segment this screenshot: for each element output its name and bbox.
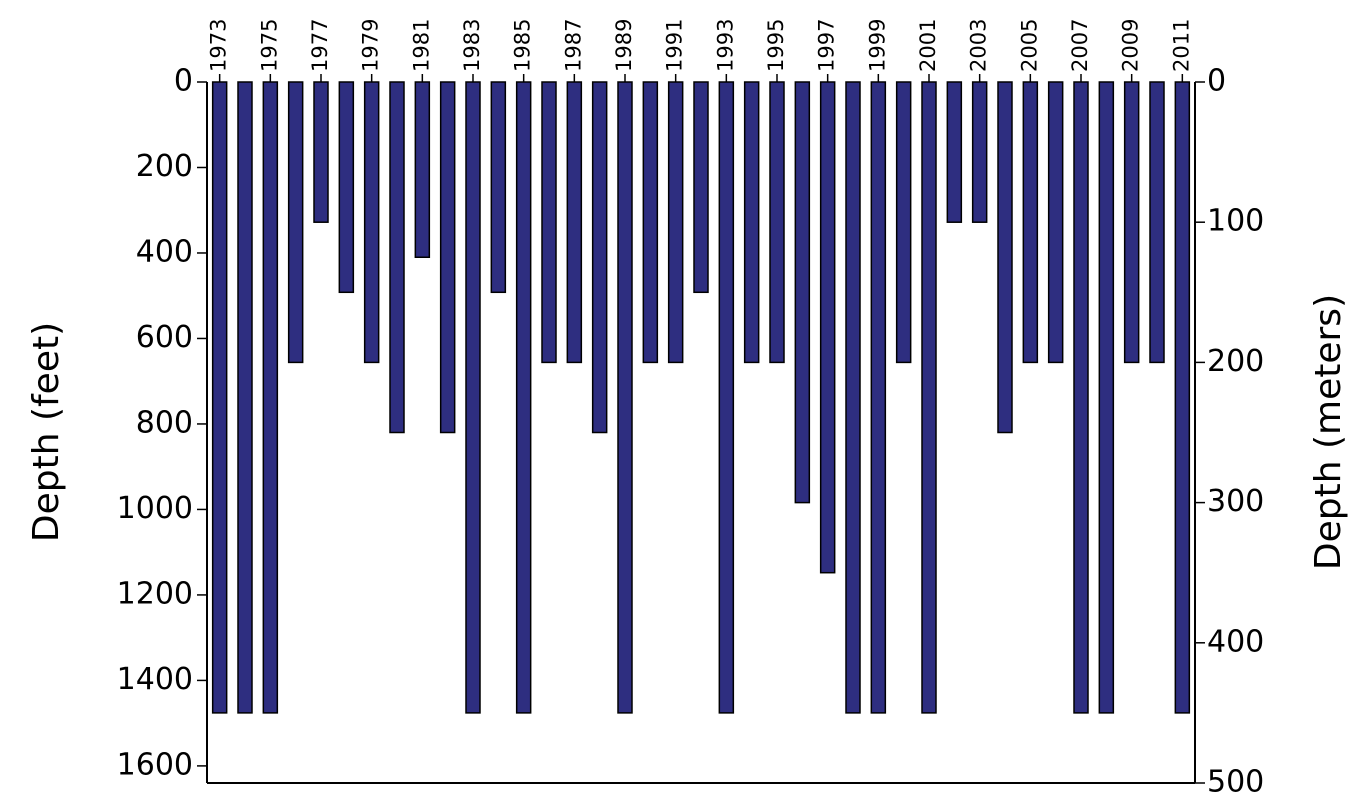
x-tick-label: 1989: [612, 19, 636, 72]
x-tick-label: 1973: [207, 19, 231, 72]
y-tick-label: 800: [136, 405, 193, 440]
x-tick-label: 1993: [713, 19, 737, 72]
bar: [997, 81, 1013, 434]
bar: [363, 81, 380, 364]
y2-tick-label: 200: [1207, 344, 1264, 379]
bar: [1123, 81, 1140, 364]
x-tick-label: 2001: [916, 19, 940, 72]
x-tick-label: 2003: [967, 19, 991, 72]
bar: [895, 81, 912, 364]
bar: [439, 81, 456, 434]
y2-tick-label: 500: [1207, 765, 1264, 800]
bar: [211, 81, 228, 714]
y2-axis-label: Depth (meters): [1308, 294, 1349, 570]
bar: [819, 81, 836, 574]
bar: [338, 81, 355, 294]
x-tick-label: 1981: [409, 19, 433, 72]
bar: [971, 81, 988, 223]
bar: [693, 81, 709, 294]
bar: [313, 81, 329, 223]
y2-tick-label: 100: [1207, 204, 1264, 239]
x-tick-label: 1997: [815, 19, 839, 72]
bar: [490, 81, 507, 294]
y-tick-label: 1200: [117, 576, 193, 611]
bar: [617, 81, 633, 714]
y-tick-label: 1600: [117, 747, 193, 782]
bar: [1022, 81, 1039, 364]
x-tick-label: 1979: [359, 19, 383, 72]
x-tick-label: 2007: [1068, 19, 1092, 72]
y2-tick-label: 0: [1207, 64, 1226, 99]
x-tick-label: 1983: [460, 19, 484, 72]
bar: [541, 81, 557, 364]
bar: [642, 81, 659, 364]
x-tick-label: 1995: [764, 19, 788, 72]
x-tick-label: 1987: [561, 19, 585, 72]
bar: [845, 81, 861, 714]
bar: [262, 81, 279, 714]
bar: [1047, 81, 1064, 364]
bar: [769, 81, 785, 364]
bar: [237, 81, 253, 714]
y-tick-label: 200: [136, 149, 193, 184]
x-tick-label: 1991: [663, 19, 687, 72]
y-tick-label: 1400: [117, 662, 193, 697]
y-axis-label: Depth (feet): [26, 322, 67, 542]
y-tick-label: 0: [174, 64, 193, 99]
bar: [1073, 81, 1089, 714]
bar: [1149, 81, 1165, 364]
bar: [794, 81, 811, 504]
y-tick-label: 400: [136, 234, 193, 269]
bar: [1174, 81, 1191, 714]
bar: [287, 81, 304, 364]
bar: [566, 81, 583, 364]
bar: [414, 81, 431, 258]
bar: [389, 81, 405, 434]
bar: [870, 81, 887, 714]
y-tick-label: 1000: [117, 491, 193, 526]
x-tick-label: 1977: [308, 19, 332, 72]
bar: [591, 81, 608, 434]
bar: [921, 81, 937, 714]
bar: [718, 81, 735, 714]
bar: [743, 81, 760, 364]
bar: [946, 81, 963, 223]
bar: [515, 81, 532, 714]
bar: [465, 81, 481, 714]
bar: [667, 81, 684, 364]
y-tick-label: 600: [136, 320, 193, 355]
x-tick-label: 1999: [865, 19, 889, 72]
x-tick-label: 2009: [1119, 19, 1143, 72]
y2-tick-label: 300: [1207, 484, 1264, 519]
bar: [1098, 81, 1115, 714]
x-tick-label: 2005: [1017, 19, 1041, 72]
y2-tick-label: 400: [1207, 624, 1264, 659]
x-tick-label: 1975: [257, 19, 281, 72]
x-tick-label: 2011: [1169, 19, 1193, 72]
x-tick-label: 1985: [511, 19, 535, 72]
